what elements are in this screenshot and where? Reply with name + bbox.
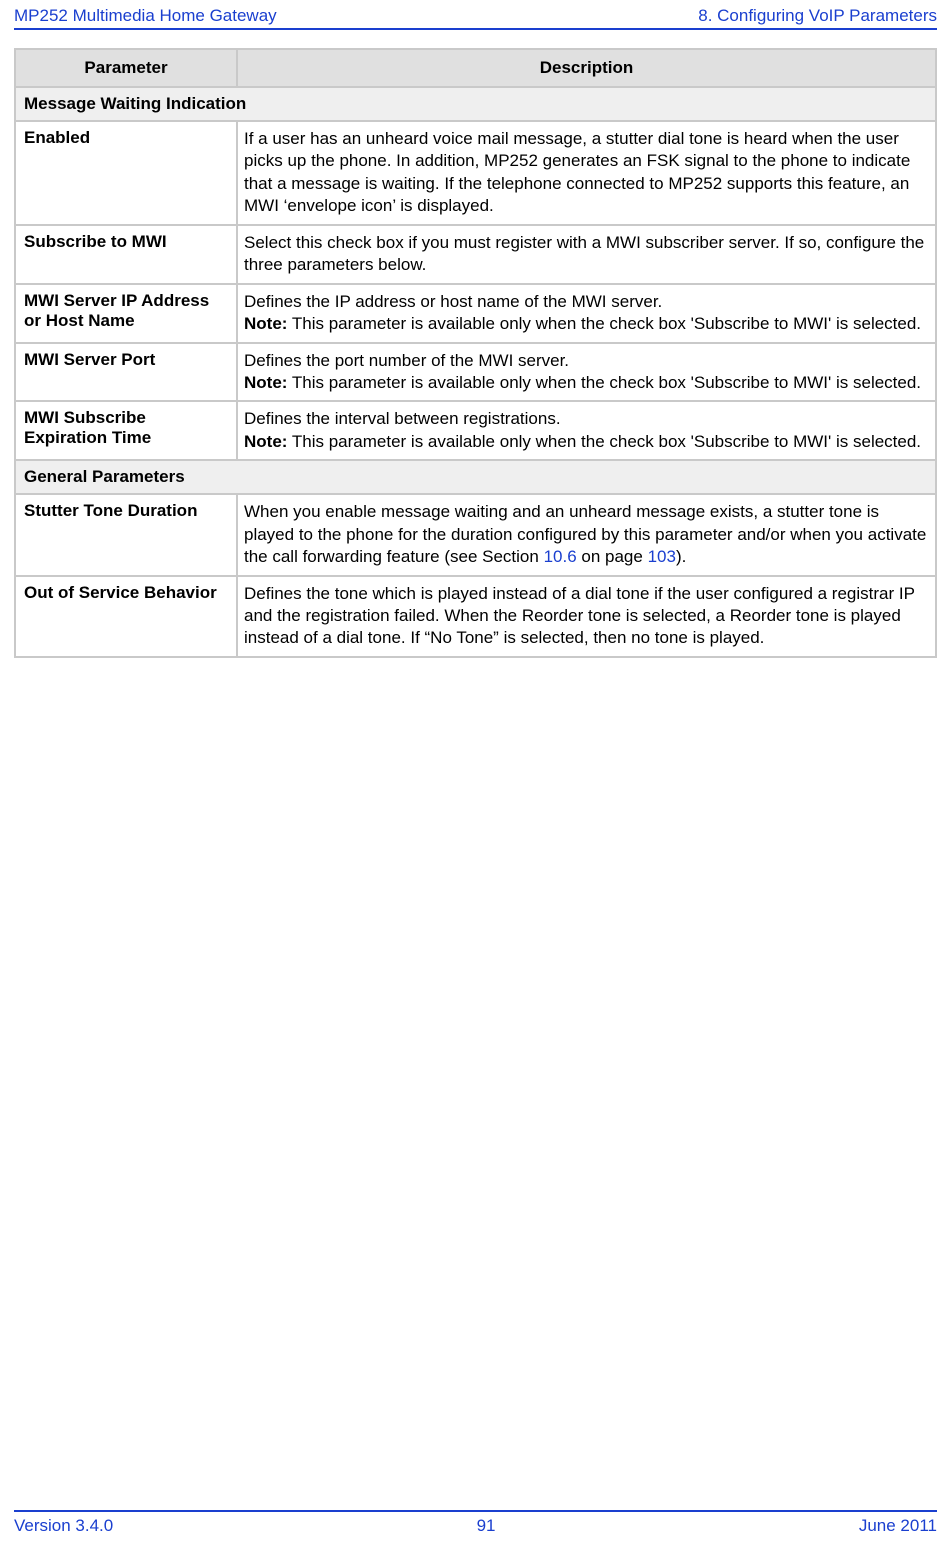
note-label: Note: bbox=[244, 432, 287, 451]
param-name: Out of Service Behavior bbox=[15, 576, 237, 657]
note-text: This parameter is available only when th… bbox=[287, 314, 921, 333]
param-desc: Defines the IP address or host name of t… bbox=[237, 284, 936, 343]
header-rule bbox=[14, 28, 937, 30]
desc-mid: on page bbox=[577, 547, 648, 566]
param-name: MWI Server IP Address or Host Name bbox=[15, 284, 237, 343]
table-row: MWI Server IP Address or Host Name Defin… bbox=[15, 284, 936, 343]
param-desc: Select this check box if you must regist… bbox=[237, 225, 936, 284]
desc-line: Defines the IP address or host name of t… bbox=[244, 292, 662, 311]
note-label: Note: bbox=[244, 373, 287, 392]
param-desc: If a user has an unheard voice mail mess… bbox=[237, 121, 936, 225]
footer-right: June 2011 bbox=[859, 1516, 937, 1536]
table-row: Enabled If a user has an unheard voice m… bbox=[15, 121, 936, 225]
header-left: MP252 Multimedia Home Gateway bbox=[14, 6, 277, 26]
xref-section-link[interactable]: 10.6 bbox=[544, 547, 577, 566]
footer-rule bbox=[14, 1510, 937, 1512]
parameters-table: Parameter Description Message Waiting In… bbox=[14, 48, 937, 658]
footer-center: 91 bbox=[477, 1516, 496, 1536]
table-row: Subscribe to MWI Select this check box i… bbox=[15, 225, 936, 284]
footer-left: Version 3.4.0 bbox=[14, 1516, 113, 1536]
xref-page-link[interactable]: 103 bbox=[648, 547, 676, 566]
col-description: Description bbox=[237, 49, 936, 87]
page-footer: Version 3.4.0 91 June 2011 bbox=[14, 1510, 937, 1536]
note-text: This parameter is available only when th… bbox=[287, 373, 921, 392]
table-row: MWI Subscribe Expiration Time Defines th… bbox=[15, 401, 936, 460]
desc-line: Defines the interval between registratio… bbox=[244, 409, 561, 428]
section-row: General Parameters bbox=[15, 460, 936, 494]
section-title: Message Waiting Indication bbox=[15, 87, 936, 121]
param-name: MWI Server Port bbox=[15, 343, 237, 402]
param-desc: Defines the port number of the MWI serve… bbox=[237, 343, 936, 402]
section-title: General Parameters bbox=[15, 460, 936, 494]
param-name: Enabled bbox=[15, 121, 237, 225]
table-row: MWI Server Port Defines the port number … bbox=[15, 343, 936, 402]
param-desc: When you enable message waiting and an u… bbox=[237, 494, 936, 575]
section-row: Message Waiting Indication bbox=[15, 87, 936, 121]
table-row: Stutter Tone Duration When you enable me… bbox=[15, 494, 936, 575]
desc-post: ). bbox=[676, 547, 686, 566]
table-row: Out of Service Behavior Defines the tone… bbox=[15, 576, 936, 657]
param-desc: Defines the tone which is played instead… bbox=[237, 576, 936, 657]
param-name: Subscribe to MWI bbox=[15, 225, 237, 284]
col-parameter: Parameter bbox=[15, 49, 237, 87]
table-header-row: Parameter Description bbox=[15, 49, 936, 87]
param-desc: Defines the interval between registratio… bbox=[237, 401, 936, 460]
desc-line: Defines the port number of the MWI serve… bbox=[244, 351, 569, 370]
param-name: Stutter Tone Duration bbox=[15, 494, 237, 575]
param-name: MWI Subscribe Expiration Time bbox=[15, 401, 237, 460]
header-right: 8. Configuring VoIP Parameters bbox=[698, 6, 937, 26]
note-label: Note: bbox=[244, 314, 287, 333]
note-text: This parameter is available only when th… bbox=[287, 432, 921, 451]
